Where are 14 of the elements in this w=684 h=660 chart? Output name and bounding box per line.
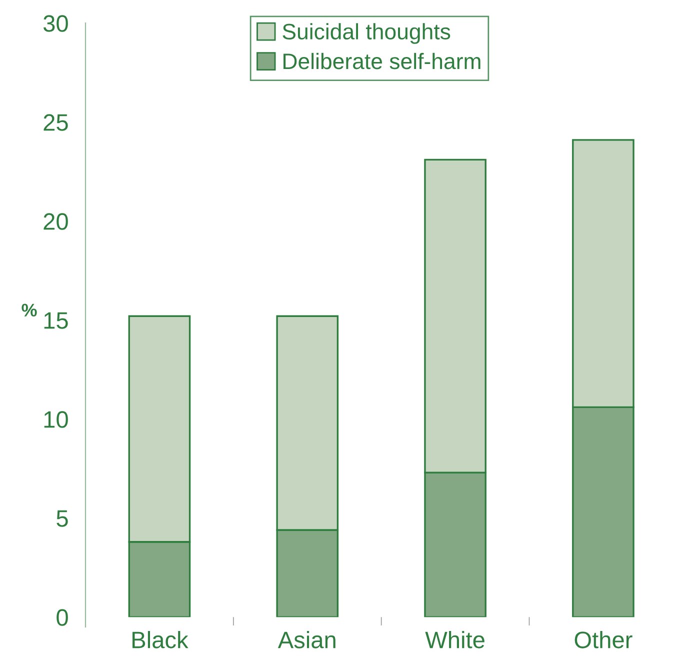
x-tick-label: White <box>425 630 484 648</box>
legend-label: Suicidal thoughts <box>282 23 450 44</box>
y-tick-label: 25 <box>44 114 68 131</box>
y-tick-label: 0 <box>56 609 68 626</box>
y-tick-label: 5 <box>56 510 68 527</box>
y-tick-label: 15 <box>44 312 68 329</box>
y-tick-label: 30 <box>43 15 68 32</box>
y-axis-title: % <box>22 304 37 316</box>
x-tick-label: Asian <box>278 630 336 648</box>
x-tick-label: Black <box>132 630 188 648</box>
y-tick-label: 20 <box>44 213 68 230</box>
legend-label: Deliberate self-harm <box>284 52 480 70</box>
x-tick-label: Other <box>574 630 632 648</box>
y-tick-label: 10 <box>44 411 68 428</box>
